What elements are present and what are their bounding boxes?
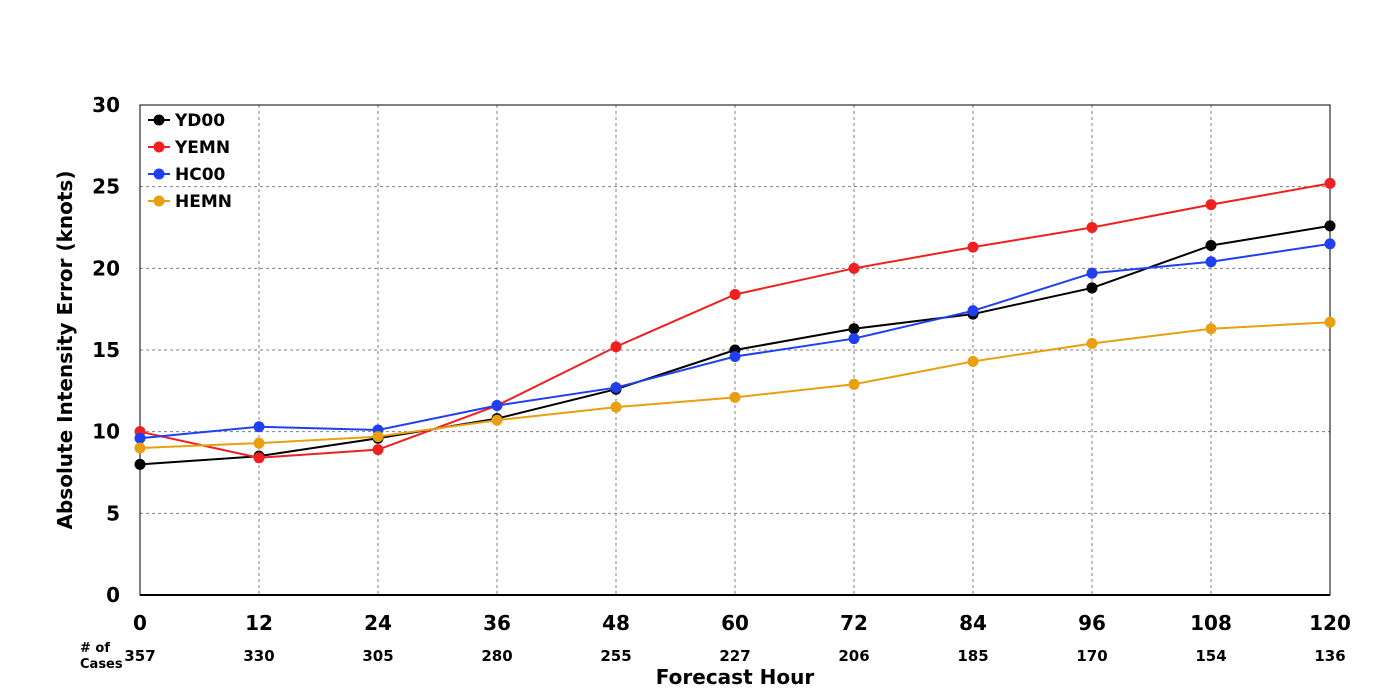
x-tick-label: 48: [602, 611, 630, 635]
x-tick-label: 108: [1190, 611, 1232, 635]
y-axis-title: Absolute Intensity Error (knots): [53, 171, 77, 530]
cases-title-line-2: Cases: [80, 657, 123, 672]
data-point-yd00: [848, 323, 860, 335]
legend-item-yemn: YEMN: [148, 138, 230, 158]
x-tick-label: 96: [1078, 611, 1106, 635]
data-point-yd00: [1324, 220, 1336, 232]
case-count: 185: [957, 647, 988, 665]
data-point-yemn: [372, 444, 384, 456]
data-point-yemn: [1324, 177, 1336, 189]
data-point-hemn: [1324, 316, 1336, 328]
x-tick-label: 36: [483, 611, 511, 635]
case-count: 280: [481, 647, 512, 665]
data-point-hemn: [134, 442, 146, 454]
data-point-hemn: [1086, 337, 1098, 349]
case-count: 330: [243, 647, 274, 665]
case-count-labels: 357 330 305 280 255 227 206 185 170 154 136: [124, 647, 1345, 665]
legend-label-yd00: YD00: [174, 111, 225, 131]
series-line-yemn: [139, 182, 1331, 459]
data-point-yd00: [134, 458, 146, 470]
x-axis-title: Forecast Hour: [656, 665, 815, 689]
y-tick-label: 30: [92, 93, 120, 117]
data-point-hemn: [372, 431, 384, 443]
legend: YD00 YEMN HC00 HEMN: [148, 111, 232, 212]
y-tick-label: 5: [106, 501, 120, 525]
legend-marker-yd00: [153, 114, 165, 126]
data-point-yemn: [848, 262, 860, 274]
series-hc00: [134, 238, 1336, 444]
y-tick-label: 10: [92, 420, 120, 444]
data-point-hemn: [253, 437, 265, 449]
data-point-hc00: [134, 432, 146, 444]
data-point-hemn: [729, 391, 741, 403]
data-point-hc00: [610, 382, 622, 394]
x-tick-label: 24: [364, 611, 392, 635]
data-point-yemn: [253, 452, 265, 464]
y-tick-label: 25: [92, 175, 120, 199]
data-point-hemn: [1205, 323, 1217, 335]
x-tick-label: 12: [245, 611, 273, 635]
x-tick-label: 72: [840, 611, 868, 635]
legend-label-hemn: HEMN: [175, 192, 232, 212]
x-tick-label: 60: [721, 611, 749, 635]
cases-title-line-1: # of: [80, 641, 110, 656]
data-point-hc00: [1324, 238, 1336, 250]
data-point-yd00: [1205, 239, 1217, 251]
y-tick-label: 20: [92, 256, 120, 280]
data-point-hc00: [729, 351, 741, 363]
data-point-yd00: [1086, 282, 1098, 294]
series-lines: [134, 177, 1336, 470]
legend-marker-yemn: [153, 141, 165, 153]
x-tick-label: 84: [959, 611, 987, 635]
case-count: 255: [600, 647, 631, 665]
legend-label-hc00: HC00: [175, 165, 226, 185]
y-tick-labels: 0 5 10 15 20 25 30: [92, 93, 120, 607]
x-tick-labels: 0 12 24 36 48 60 72 84 96 108 120: [133, 611, 1351, 635]
data-point-hc00: [491, 400, 503, 412]
legend-item-yd00: YD00: [148, 111, 225, 131]
legend-marker-hc00: [153, 168, 165, 180]
data-point-hc00: [1205, 256, 1217, 268]
case-count: 305: [362, 647, 393, 665]
case-count: 206: [838, 647, 869, 665]
x-tick-label: 0: [133, 611, 147, 635]
data-point-yemn: [729, 288, 741, 300]
data-point-hemn: [491, 414, 503, 426]
legend-marker-hemn: [153, 195, 165, 207]
data-point-hemn: [610, 401, 622, 413]
data-point-hc00: [848, 333, 860, 345]
legend-item-hemn: HEMN: [148, 192, 232, 212]
y-tick-label: 0: [106, 583, 120, 607]
data-point-hemn: [848, 378, 860, 390]
y-tick-label: 15: [92, 338, 120, 362]
series-hemn: [134, 316, 1336, 454]
data-point-yemn: [1086, 222, 1098, 233]
data-point-yemn: [1205, 199, 1217, 211]
data-point-hc00: [1086, 267, 1098, 279]
case-count: 357: [124, 647, 155, 665]
data-point-hc00: [253, 421, 265, 433]
case-count: 227: [719, 647, 750, 665]
legend-label-yemn: YEMN: [174, 138, 230, 158]
series-yemn: [134, 177, 1336, 464]
case-count: 136: [1314, 647, 1345, 665]
data-point-hc00: [967, 305, 979, 317]
data-point-hemn: [967, 355, 979, 367]
data-point-yemn: [610, 341, 622, 353]
x-tick-label: 120: [1309, 611, 1351, 635]
case-count: 154: [1195, 647, 1226, 665]
legend-item-hc00: HC00: [148, 165, 226, 185]
case-count: 170: [1076, 647, 1107, 665]
data-point-yemn: [967, 241, 979, 253]
